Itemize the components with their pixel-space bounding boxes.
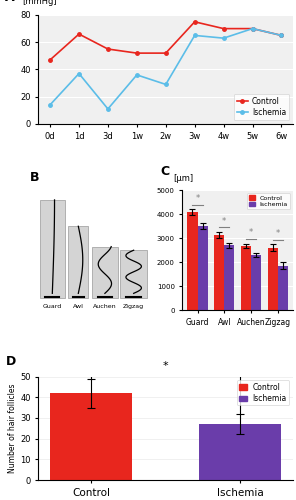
Ischemia [106, 106, 110, 112]
Text: *: * [195, 194, 200, 203]
Text: C: C [160, 166, 169, 178]
Bar [187, 212, 197, 310]
Text: *: * [222, 216, 226, 226]
Legend: Control, Ischemia: Control, Ischemia [234, 94, 289, 120]
Bar [214, 234, 224, 310]
Legend: Control, Ischemia: Control, Ischemia [237, 380, 289, 405]
Control [280, 32, 283, 38]
Text: *: * [249, 228, 253, 237]
Text: A: A [5, 0, 15, 4]
Text: Guard: Guard [43, 304, 62, 309]
Ischemia [280, 32, 283, 38]
Text: B: B [30, 172, 39, 184]
FancyBboxPatch shape [40, 200, 65, 298]
Text: Auchen: Auchen [93, 304, 117, 309]
Text: Zigzag: Zigzag [123, 304, 144, 309]
Bar [50, 393, 132, 480]
Control [164, 50, 168, 56]
FancyBboxPatch shape [120, 250, 147, 298]
Ischemia [193, 32, 197, 38]
Bar [268, 248, 278, 310]
Ischemia [251, 26, 254, 32]
FancyBboxPatch shape [68, 226, 88, 298]
Text: *: * [163, 362, 169, 372]
Text: [μm]: [μm] [173, 174, 194, 183]
Ischemia [164, 82, 168, 87]
Ischemia [135, 72, 139, 78]
Control [135, 50, 139, 56]
Text: *: * [276, 229, 280, 238]
Text: Awl: Awl [73, 304, 84, 309]
Line: Control: Control [48, 20, 283, 61]
Legend: Control, Ischemia: Control, Ischemia [247, 194, 290, 209]
Ischemia [48, 102, 52, 108]
Bar [278, 266, 288, 310]
Bar [197, 226, 208, 310]
Y-axis label: Number of hair follicles: Number of hair follicles [9, 384, 17, 473]
Bar [251, 255, 261, 310]
Control [77, 31, 81, 37]
Bar [241, 246, 251, 310]
Text: [mmHg]: [mmHg] [22, 0, 57, 6]
Ischemia [222, 35, 225, 41]
Bar [199, 424, 281, 480]
Control [48, 57, 52, 63]
Bar [224, 246, 234, 310]
Text: D: D [5, 356, 16, 368]
Control [106, 46, 110, 52]
Line: Ischemia: Ischemia [48, 27, 283, 110]
Control [251, 26, 254, 32]
Control [222, 26, 225, 32]
Control [193, 19, 197, 25]
FancyBboxPatch shape [91, 246, 118, 298]
Ischemia [77, 70, 81, 76]
